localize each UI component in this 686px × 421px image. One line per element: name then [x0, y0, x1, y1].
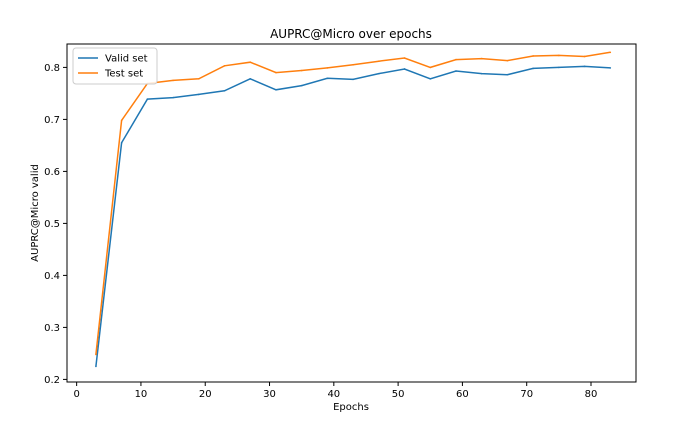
valid-set-point: [249, 78, 252, 80]
x-tick-label: 10: [135, 389, 148, 400]
valid-set-point: [506, 73, 509, 76]
valid-set-point: [455, 70, 457, 72]
y-tick-label: 0.4: [44, 271, 60, 282]
test-set-point: [480, 57, 483, 60]
test-set-point: [429, 66, 432, 69]
test-set-point: [609, 51, 612, 54]
valid-set-point: [300, 84, 303, 87]
y-tick-label: 0.8: [44, 63, 60, 74]
valid-set-point: [480, 72, 483, 75]
valid-set-point: [275, 88, 277, 91]
test-set-point: [120, 119, 123, 122]
test-set-point: [95, 353, 97, 356]
test-set-point: [352, 64, 354, 66]
test-set-legend-label: Test set: [104, 69, 143, 80]
y-tick-label: 0.7: [44, 115, 60, 126]
test-set-point: [378, 60, 380, 62]
test-set-point: [275, 71, 277, 74]
valid-set-point: [172, 96, 174, 99]
x-axis-ticks: 0 10 20 30 40 50 60 70 80: [73, 382, 597, 400]
valid-set-point: [378, 72, 380, 75]
test-set-point: [198, 78, 200, 80]
x-tick-label: 50: [392, 389, 405, 400]
valid-set-point: [429, 78, 432, 80]
legend: Valid set Test set: [72, 47, 158, 85]
valid-set-point: [223, 90, 226, 92]
y-tick-label: 0.5: [44, 219, 60, 230]
valid-set-point: [326, 77, 329, 80]
valid-set-point: [95, 365, 97, 368]
y-axis-label: AUPRC@Micro valid: [30, 164, 41, 262]
test-set-point: [583, 55, 586, 58]
test-set-point: [300, 69, 303, 72]
test-set-point: [172, 79, 174, 82]
valid-set-line: [95, 65, 611, 367]
valid-set-point: [120, 142, 123, 144]
valid-set-point: [583, 65, 586, 68]
test-set-point: [532, 55, 534, 57]
test-set-point: [326, 67, 329, 69]
test-set-point: [558, 54, 560, 57]
test-set-point: [506, 59, 509, 62]
chart-title: AUPRC@Micro over epochs: [270, 27, 432, 41]
test-set-point: [403, 57, 406, 59]
y-tick-label: 0.2: [44, 375, 60, 386]
x-tick-label: 0: [73, 389, 79, 400]
x-tick-label: 70: [520, 389, 533, 400]
x-tick-label: 40: [327, 389, 340, 400]
valid-set-point: [198, 93, 200, 96]
plot-lines: [95, 51, 612, 368]
plot-frame: [66, 43, 637, 383]
y-axis-ticks: 0.2 0.3 0.4 0.5 0.6 0.7 0.8: [44, 63, 67, 386]
x-tick-label: 60: [456, 389, 469, 400]
valid-set-point: [558, 66, 560, 69]
x-tick-label: 30: [263, 389, 276, 400]
test-set-point: [249, 61, 252, 63]
y-tick-label: 0.6: [44, 167, 60, 178]
legend-box: [72, 47, 158, 85]
valid-set-legend-label: Valid set: [105, 54, 148, 65]
valid-set-point: [609, 67, 612, 69]
test-set-point: [455, 58, 457, 61]
valid-set-point: [146, 98, 149, 100]
test-set-point: [223, 65, 226, 67]
valid-set-point: [403, 68, 406, 70]
x-tick-label: 20: [199, 389, 212, 400]
valid-set-point: [532, 67, 534, 70]
y-tick-label: 0.3: [44, 323, 60, 334]
valid-set-point: [352, 78, 354, 81]
x-tick-label: 80: [585, 389, 598, 400]
x-axis-label: Epochs: [333, 402, 369, 413]
